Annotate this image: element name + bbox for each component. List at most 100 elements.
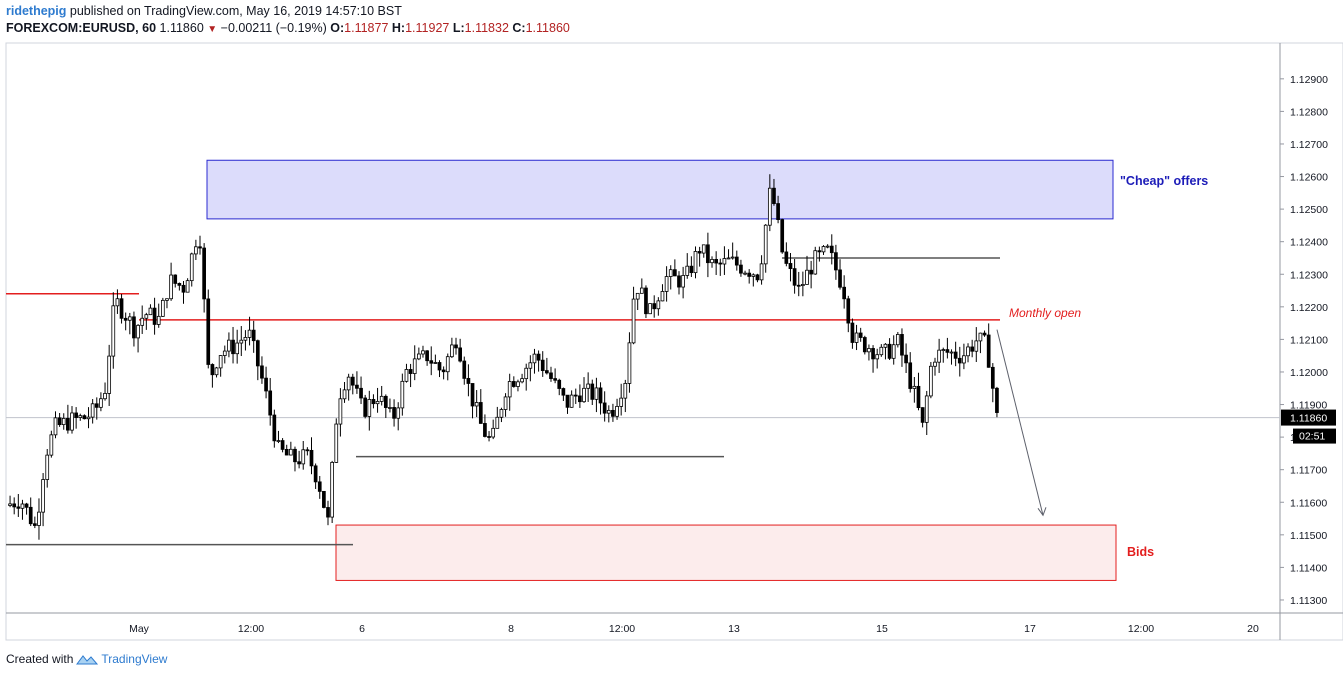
candle-body xyxy=(491,427,496,438)
candle-body xyxy=(549,372,553,379)
countdown-tag xyxy=(1293,428,1336,444)
candle-body xyxy=(8,503,12,506)
time-tick-label: 6 xyxy=(359,623,365,635)
candle-body xyxy=(520,378,524,383)
candle-body xyxy=(483,423,487,437)
candle-body xyxy=(879,346,884,356)
candle-body xyxy=(970,346,975,352)
candle-body xyxy=(875,354,880,360)
candle-body xyxy=(656,300,661,310)
price-tick-label: 1.12000 xyxy=(1290,367,1328,379)
candle-body xyxy=(247,329,252,338)
candle-body xyxy=(90,403,95,418)
candle-body xyxy=(536,353,541,361)
current-price-tag xyxy=(1281,409,1336,426)
time-tick-label: 17 xyxy=(1024,623,1036,635)
candle-body xyxy=(594,387,599,400)
time-tick-label: 8 xyxy=(508,623,514,635)
candle-body xyxy=(747,272,752,277)
candle-body xyxy=(160,299,165,317)
candle-body xyxy=(16,506,21,509)
candle-body xyxy=(949,351,954,354)
candle-body xyxy=(280,440,285,450)
candle-body xyxy=(838,269,842,288)
tradingview-link[interactable]: TradingView xyxy=(101,652,168,666)
candle-body xyxy=(602,402,607,414)
candle-body xyxy=(995,387,999,413)
candle-body xyxy=(883,343,888,348)
last-price: 1.11860 xyxy=(159,21,204,35)
time-tick-label: May xyxy=(129,623,150,635)
high-label: H: xyxy=(391,21,406,35)
price-change: −0.00211 (−0.19%) xyxy=(220,21,327,35)
candle-body xyxy=(565,394,570,408)
candle-body xyxy=(809,269,813,275)
price-axis[interactable]: 1.12900 1.12800 1.12700 1.12600 1.12500 1.124… xyxy=(1280,74,1328,607)
candle-body xyxy=(974,340,979,352)
offers-zone[interactable] xyxy=(206,159,1114,220)
tradingview-logo-icon xyxy=(76,655,99,665)
low-label: L: xyxy=(452,21,465,35)
candle-body xyxy=(528,362,533,369)
candle-body xyxy=(929,365,933,397)
candle-body xyxy=(813,250,818,275)
candle-body xyxy=(557,379,562,389)
candle-body xyxy=(57,417,62,426)
candle-body xyxy=(916,385,921,409)
candle-body xyxy=(474,402,479,407)
candle-body xyxy=(850,322,855,343)
candle-body xyxy=(185,280,190,293)
close-label: C: xyxy=(512,21,526,35)
candle-body xyxy=(20,503,25,509)
candle-body xyxy=(388,407,392,409)
candle-body xyxy=(99,398,103,408)
candle-body xyxy=(478,402,483,424)
price-tick-label: 1.12200 xyxy=(1290,302,1328,314)
candle-body xyxy=(685,265,690,276)
candle-body xyxy=(49,434,54,456)
candle-body xyxy=(458,347,462,362)
candle-body xyxy=(660,291,665,302)
candle-body xyxy=(103,393,107,400)
candle-body xyxy=(239,339,244,344)
candle-body xyxy=(454,344,458,349)
time-tick-label: 12:00 xyxy=(609,623,635,635)
high-value: 1.11927 xyxy=(405,21,450,35)
candle-body xyxy=(606,409,611,414)
price-tick-label: 1.11700 xyxy=(1290,465,1327,477)
candle-body xyxy=(627,342,632,384)
author-name[interactable]: ridethepig xyxy=(6,4,67,18)
candle-body xyxy=(392,407,396,419)
candle-body xyxy=(367,399,372,417)
candle-body xyxy=(61,417,66,426)
candle-body xyxy=(788,263,793,270)
bids-zone[interactable] xyxy=(335,524,1117,581)
candle-body xyxy=(586,383,590,389)
bids-label: Bids xyxy=(1127,545,1154,559)
candle-body xyxy=(846,298,851,324)
projection-arrow[interactable] xyxy=(996,329,1044,516)
candle-body xyxy=(982,332,987,336)
candle-body xyxy=(895,334,900,346)
publish-info: ridethepig published on TradingView.com,… xyxy=(6,4,402,18)
candle-body xyxy=(305,449,310,452)
candle-body xyxy=(829,245,834,254)
candle-body xyxy=(198,246,202,249)
candle-body xyxy=(648,303,652,315)
candle-body xyxy=(966,346,970,357)
candle-body xyxy=(751,274,756,277)
price-tick-label: 1.12900 xyxy=(1290,74,1328,86)
candle-body xyxy=(722,258,727,265)
candle-body xyxy=(730,256,735,259)
price-tick-label: 1.11900 xyxy=(1290,400,1327,412)
time-axis[interactable]: May 12:00 6 8 12:00 13 15 17 12:00 20 xyxy=(129,623,1259,635)
candle-body xyxy=(615,405,619,417)
candle-body xyxy=(276,440,281,442)
candle-body xyxy=(78,415,83,418)
candle-body xyxy=(136,324,140,339)
candle-body xyxy=(346,376,351,391)
candle-body xyxy=(111,305,116,357)
offers-label: "Cheap" offers xyxy=(1120,174,1208,188)
countdown-text: 02:51 xyxy=(1299,431,1325,443)
